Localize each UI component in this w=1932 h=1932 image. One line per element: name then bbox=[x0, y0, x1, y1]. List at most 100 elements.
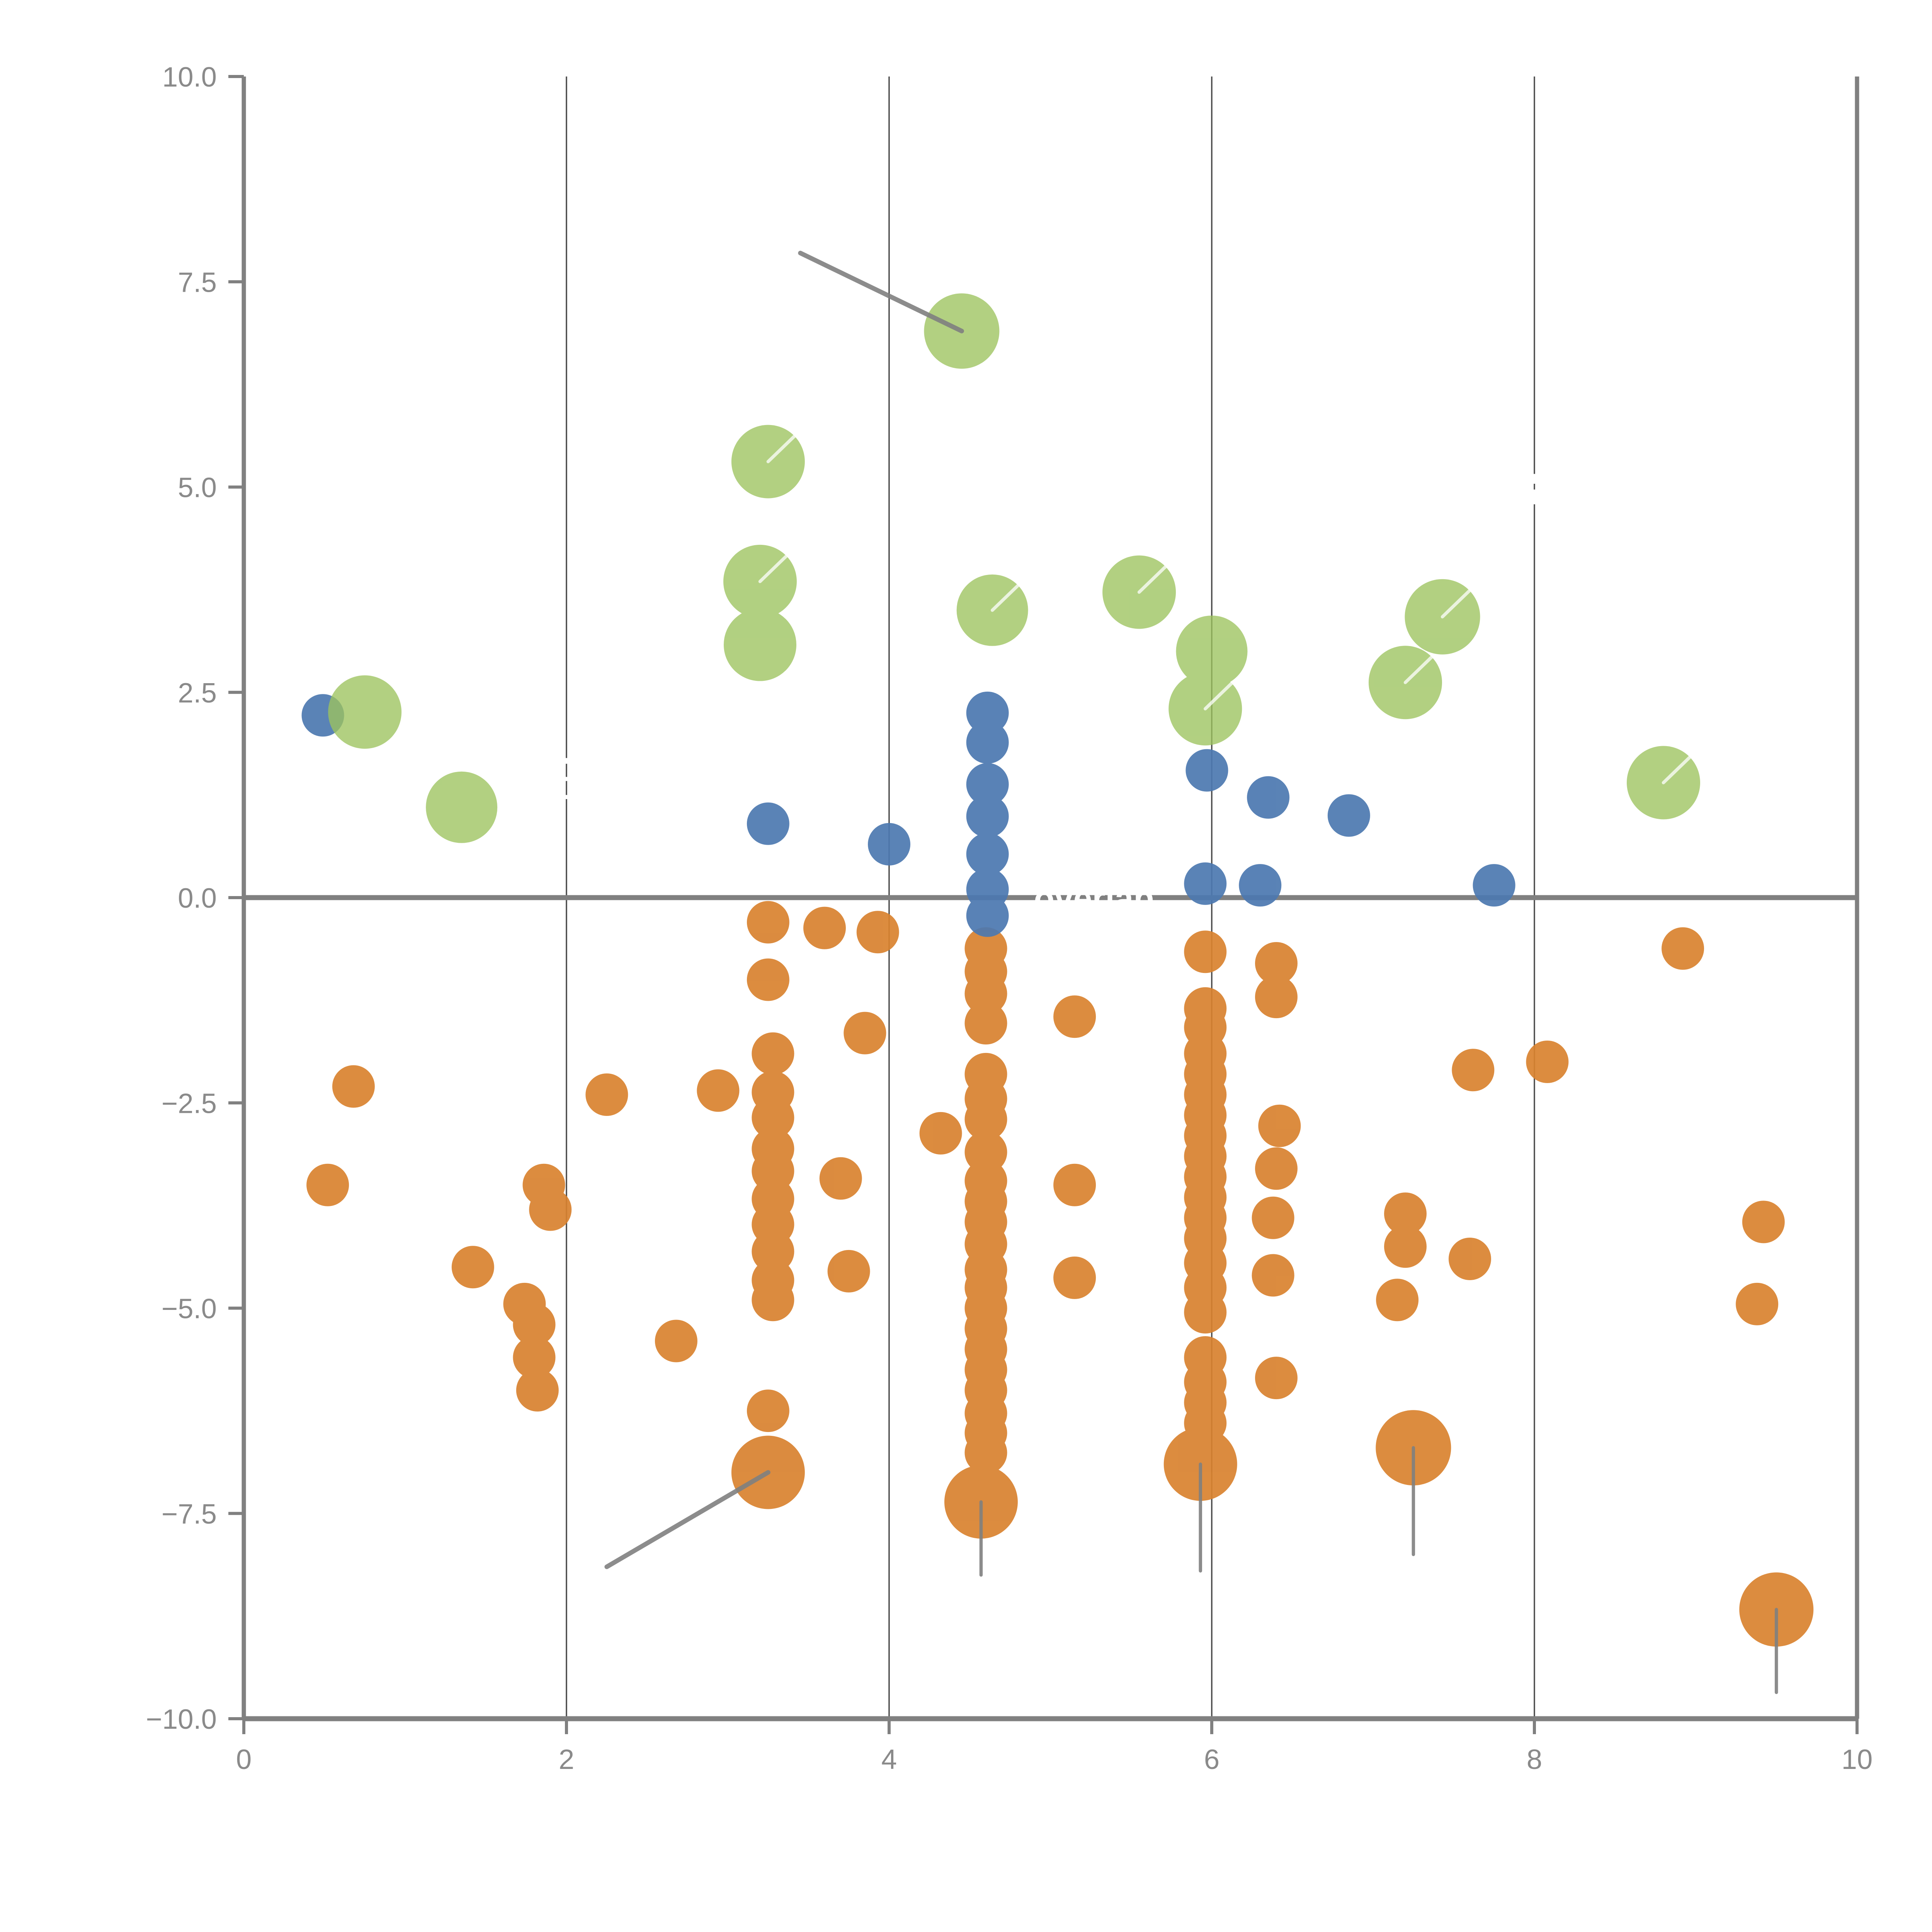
leader-line bbox=[604, 1470, 770, 1569]
white-leader-line bbox=[1440, 588, 1472, 619]
data-point-orange bbox=[964, 1098, 1007, 1141]
data-point-blue bbox=[966, 721, 1009, 764]
y-tick-label: 7.5 bbox=[178, 267, 217, 298]
data-point-orange bbox=[747, 1389, 789, 1432]
x-tick-label: 4 bbox=[881, 1744, 897, 1775]
white-gap bbox=[1531, 474, 1538, 484]
data-point-orange bbox=[752, 1032, 794, 1075]
data-point-orange bbox=[1184, 1291, 1227, 1334]
series-orange bbox=[306, 901, 1814, 1647]
white-gap bbox=[563, 795, 570, 799]
x-tick-label: 6 bbox=[1204, 1744, 1219, 1775]
y-tick-label: 5.0 bbox=[178, 472, 217, 503]
data-point-blue bbox=[966, 691, 1009, 734]
data-point-orange bbox=[1452, 1049, 1495, 1092]
white-leader-line bbox=[1403, 655, 1434, 684]
white-leader-line bbox=[990, 583, 1020, 612]
data-point-orange bbox=[1742, 1201, 1785, 1243]
data-point-blue bbox=[966, 833, 1009, 876]
data-point-orange bbox=[1258, 1104, 1301, 1147]
data-point-green bbox=[1176, 616, 1248, 687]
y-tick-label: −7.5 bbox=[162, 1498, 217, 1530]
data-point-orange bbox=[747, 958, 789, 1001]
x-tick-label: 2 bbox=[559, 1744, 574, 1775]
white-overlay-layer: overlap bbox=[563, 434, 1692, 917]
data-point-blue bbox=[868, 823, 910, 866]
data-point-orange bbox=[697, 1069, 740, 1112]
data-point-orange bbox=[1255, 1357, 1298, 1400]
data-point-orange bbox=[1252, 1254, 1294, 1297]
axes-layer: 10.0 7.5 5.0 2.5 0.0 −2.5 −5.0 −7.5 −10.0 0 2 4 6 8 10 bbox=[146, 61, 1873, 1775]
data-point-blue bbox=[966, 763, 1009, 806]
white-gap bbox=[563, 758, 570, 764]
data-point-orange bbox=[332, 1065, 375, 1108]
y-tick-label: −2.5 bbox=[162, 1088, 217, 1119]
data-point-orange bbox=[1053, 995, 1096, 1038]
data-point-orange bbox=[752, 1096, 794, 1139]
annotations-layer bbox=[604, 250, 1778, 1694]
data-point-orange bbox=[306, 1163, 349, 1206]
data-point-orange bbox=[964, 1002, 1007, 1045]
data-point-blue bbox=[966, 795, 1009, 838]
data-point-orange bbox=[516, 1369, 559, 1412]
x-tick-label: 10 bbox=[1842, 1744, 1873, 1775]
white-leader-line bbox=[1137, 564, 1168, 594]
x-tick-label: 8 bbox=[1527, 1744, 1542, 1775]
data-point-green bbox=[426, 771, 498, 843]
white-leader-line bbox=[1662, 755, 1692, 784]
data-point-orange bbox=[451, 1246, 494, 1289]
data-point-green bbox=[724, 608, 796, 681]
data-point-orange bbox=[827, 1250, 870, 1293]
data-point-orange bbox=[1255, 976, 1298, 1019]
data-point-orange bbox=[655, 1320, 697, 1362]
data-point-orange bbox=[1255, 942, 1298, 985]
white-gap bbox=[1531, 489, 1538, 505]
y-tick-label: 0.0 bbox=[178, 883, 217, 914]
data-point-orange bbox=[747, 901, 789, 944]
data-point-orange bbox=[1252, 1196, 1294, 1239]
data-point-blue bbox=[1185, 749, 1228, 792]
data-point-blue bbox=[1184, 862, 1227, 905]
data-point-orange bbox=[964, 972, 1007, 1015]
white-leader-line bbox=[758, 554, 789, 583]
data-point-blue bbox=[1247, 776, 1290, 819]
white-leader-line bbox=[1204, 681, 1234, 711]
data-point-orange bbox=[964, 1431, 1007, 1474]
data-point-orange bbox=[844, 1012, 886, 1054]
data-point-blue bbox=[1473, 864, 1515, 907]
data-point-blue bbox=[966, 894, 1009, 937]
y-tick-label: 2.5 bbox=[178, 677, 217, 709]
data-point-orange bbox=[513, 1336, 556, 1379]
data-point-orange bbox=[1376, 1279, 1419, 1321]
data-point-orange bbox=[1053, 1163, 1096, 1206]
y-tick-label: −10.0 bbox=[146, 1704, 217, 1735]
data-point-orange bbox=[752, 1279, 794, 1321]
series-blue bbox=[301, 691, 1515, 937]
data-point-orange bbox=[1255, 1147, 1298, 1190]
data-point-orange bbox=[1053, 1256, 1096, 1299]
data-point-orange bbox=[1184, 930, 1227, 973]
data-point-blue bbox=[1239, 864, 1282, 907]
white-gap bbox=[563, 777, 570, 781]
data-point-orange bbox=[513, 1303, 556, 1346]
data-points-layer bbox=[301, 293, 1814, 1647]
white-annotation-text: overlap bbox=[1034, 879, 1154, 917]
data-point-blue bbox=[1327, 794, 1370, 837]
y-tick-label: 10.0 bbox=[162, 61, 217, 93]
data-point-orange bbox=[1526, 1041, 1569, 1083]
data-point-orange bbox=[1736, 1282, 1779, 1325]
data-point-orange bbox=[856, 911, 899, 954]
data-point-blue bbox=[747, 802, 789, 845]
data-point-orange bbox=[529, 1188, 572, 1231]
data-point-orange bbox=[1662, 927, 1704, 970]
data-point-orange bbox=[819, 1157, 862, 1200]
series-green bbox=[328, 293, 1700, 843]
data-point-green bbox=[328, 675, 402, 749]
data-point-orange bbox=[1384, 1192, 1427, 1235]
data-point-orange bbox=[803, 906, 846, 949]
data-point-orange bbox=[585, 1073, 628, 1116]
data-point-orange bbox=[919, 1112, 962, 1155]
leader-line bbox=[798, 250, 964, 333]
x-tick-label: 0 bbox=[236, 1744, 252, 1775]
